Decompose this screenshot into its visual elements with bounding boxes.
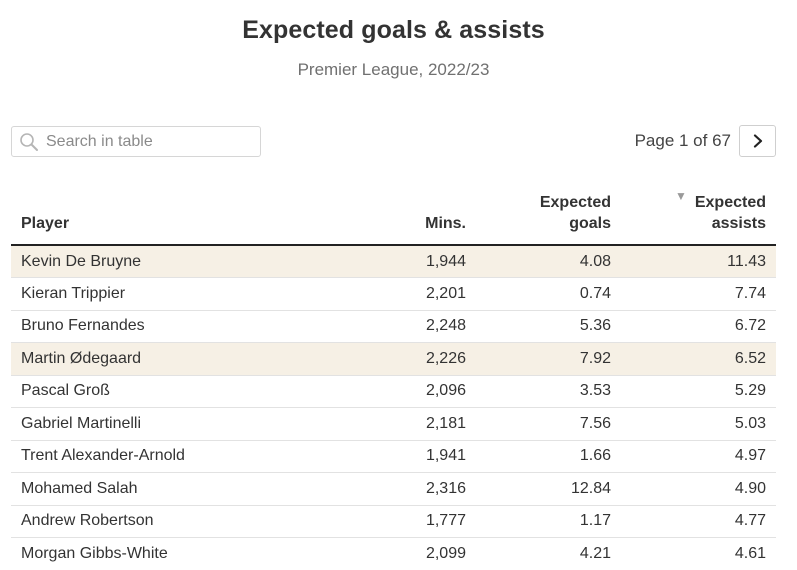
cell-expected-goals: 7.56 xyxy=(476,407,621,441)
cell-mins: 2,099 xyxy=(311,537,476,570)
cell-expected-goals: 4.08 xyxy=(476,245,621,278)
table-row: Morgan Gibbs-White 2,099 4.21 4.61 xyxy=(11,537,776,570)
cell-mins: 1,944 xyxy=(311,245,476,278)
search-icon xyxy=(20,133,38,151)
cell-expected-goals: 12.84 xyxy=(476,472,621,506)
cell-mins: 2,096 xyxy=(311,375,476,408)
page-indicator: Page 1 of 67 xyxy=(634,131,731,150)
cell-expected-assists: 7.74 xyxy=(621,277,776,311)
table-row: Trent Alexander-Arnold 1,941 1.66 4.97 xyxy=(11,440,776,473)
cell-mins: 2,248 xyxy=(311,310,476,343)
cell-mins: 2,226 xyxy=(311,342,476,376)
cell-player: Mohamed Salah xyxy=(11,472,311,506)
cell-expected-assists: 4.97 xyxy=(621,440,776,473)
sort-descending-icon: ▼ xyxy=(674,189,687,203)
cell-expected-assists: 5.03 xyxy=(621,407,776,441)
cell-expected-goals: 5.36 xyxy=(476,310,621,343)
cell-expected-goals: 0.74 xyxy=(476,277,621,311)
cell-player: Morgan Gibbs-White xyxy=(11,537,311,570)
search-input[interactable] xyxy=(46,130,256,153)
cell-mins: 1,777 xyxy=(311,505,476,538)
table-row: Martin Ødegaard 2,226 7.92 6.52 xyxy=(11,342,776,376)
table-row: Gabriel Martinelli 2,181 7.56 5.03 xyxy=(11,407,776,441)
cell-expected-goals: 3.53 xyxy=(476,375,621,408)
page-title: Expected goals & assists xyxy=(242,16,545,44)
table-row: Mohamed Salah 2,316 12.84 4.90 xyxy=(11,472,776,506)
cell-expected-assists: 5.29 xyxy=(621,375,776,408)
cell-expected-assists: 6.72 xyxy=(621,310,776,343)
page-subtitle: Premier League, 2022/23 xyxy=(297,60,490,79)
cell-mins: 2,316 xyxy=(311,472,476,506)
cell-player: Martin Ødegaard xyxy=(11,342,311,376)
cell-player: Bruno Fernandes xyxy=(11,310,311,343)
chevron-right-icon xyxy=(753,134,763,148)
table-row: Pascal Groß 2,096 3.53 5.29 xyxy=(11,375,776,408)
table-header-row: Player Mins. Expected goals ▼ Expected assi… xyxy=(11,186,776,246)
players-table: Player Mins. Expected goals ▼ Expected assi… xyxy=(11,186,776,570)
cell-expected-goals: 1.17 xyxy=(476,505,621,538)
cell-expected-assists: 11.43 xyxy=(621,245,776,278)
cell-expected-assists: 6.52 xyxy=(621,342,776,376)
column-header-mins[interactable]: Mins. xyxy=(311,186,476,246)
cell-expected-goals: 1.66 xyxy=(476,440,621,473)
table-row: Andrew Robertson 1,777 1.17 4.77 xyxy=(11,505,776,538)
column-header-expected-goals[interactable]: Expected goals xyxy=(476,186,621,246)
column-header-expected-assists[interactable]: ▼ Expected assists xyxy=(621,186,776,246)
cell-mins: 2,201 xyxy=(311,277,476,311)
next-page-button[interactable] xyxy=(739,125,776,157)
cell-player: Kieran Trippier xyxy=(11,277,311,311)
table-row: Kieran Trippier 2,201 0.74 7.74 xyxy=(11,277,776,311)
cell-expected-goals: 7.92 xyxy=(476,342,621,376)
search-box[interactable] xyxy=(11,126,261,157)
cell-player: Kevin De Bruyne xyxy=(11,245,311,278)
cell-expected-goals: 4.21 xyxy=(476,537,621,570)
cell-expected-assists: 4.90 xyxy=(621,472,776,506)
cell-player: Pascal Groß xyxy=(11,375,311,408)
cell-mins: 2,181 xyxy=(311,407,476,441)
table-row: Kevin De Bruyne 1,944 4.08 11.43 xyxy=(11,245,776,278)
cell-expected-assists: 4.77 xyxy=(621,505,776,538)
cell-player: Trent Alexander-Arnold xyxy=(11,440,311,473)
cell-player: Andrew Robertson xyxy=(11,505,311,538)
cell-expected-assists: 4.61 xyxy=(621,537,776,570)
cell-player: Gabriel Martinelli xyxy=(11,407,311,441)
column-header-player[interactable]: Player xyxy=(11,186,311,246)
table-row: Bruno Fernandes 2,248 5.36 6.72 xyxy=(11,310,776,343)
cell-mins: 1,941 xyxy=(311,440,476,473)
